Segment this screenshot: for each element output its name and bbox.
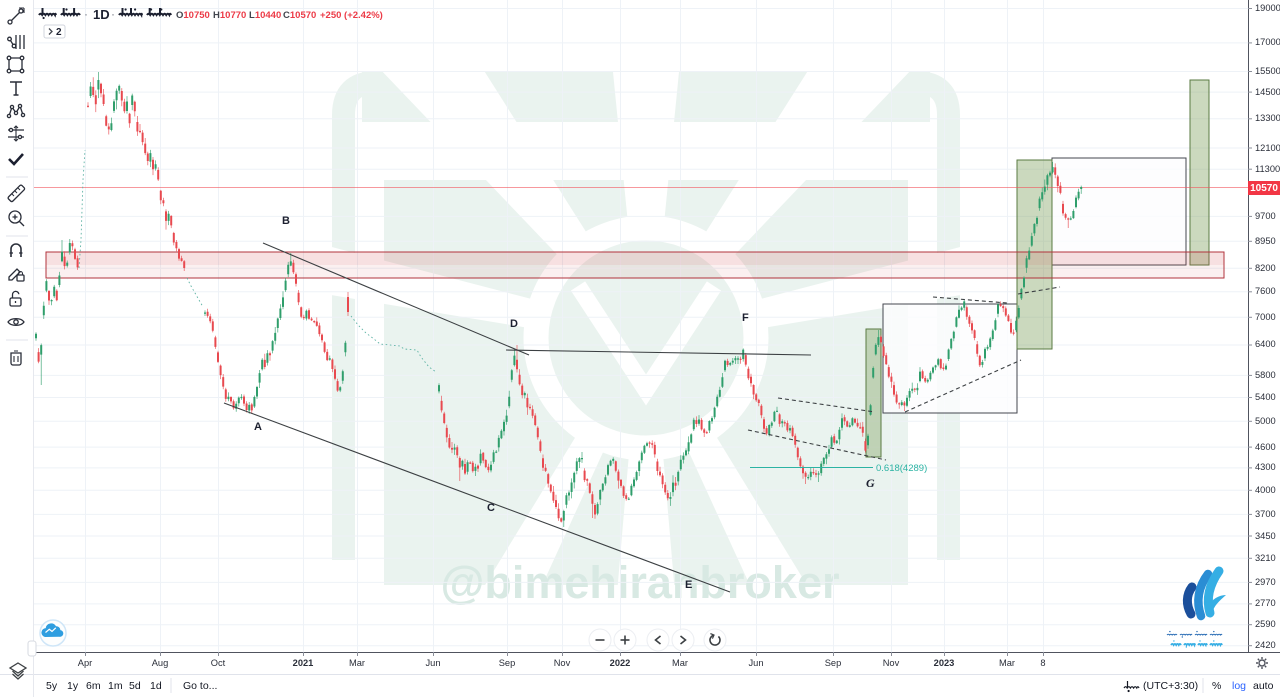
- svg-text:auto: auto: [1253, 680, 1274, 692]
- svg-text:Jun: Jun: [426, 658, 441, 668]
- svg-text:5000: 5000: [1255, 416, 1276, 426]
- svg-text:Mar: Mar: [349, 658, 365, 668]
- svg-text:A: A: [254, 421, 262, 433]
- svg-text:·: ·: [84, 7, 88, 21]
- svg-text:Sep: Sep: [499, 658, 516, 668]
- svg-text:2420: 2420: [1255, 640, 1276, 650]
- svg-text:5800: 5800: [1255, 370, 1276, 380]
- svg-text:O10750: O10750: [176, 10, 210, 21]
- svg-text:E: E: [685, 579, 692, 591]
- svg-text:Go to...: Go to...: [183, 680, 217, 692]
- svg-text:2021: 2021: [293, 658, 314, 668]
- svg-text:G: G: [866, 476, 875, 490]
- svg-text:Mar: Mar: [999, 658, 1015, 668]
- svg-text:9700: 9700: [1255, 211, 1276, 221]
- svg-text:17000: 17000: [1255, 37, 1280, 47]
- svg-text:Aug: Aug: [152, 658, 169, 668]
- svg-text:3450: 3450: [1255, 531, 1276, 541]
- svg-text:Mar: Mar: [672, 658, 688, 668]
- svg-text:5y: 5y: [46, 680, 58, 692]
- svg-text:10570: 10570: [1250, 183, 1278, 194]
- svg-text:8200: 8200: [1255, 263, 1276, 273]
- svg-text:3210: 3210: [1255, 553, 1276, 563]
- svg-text:19000: 19000: [1255, 3, 1280, 13]
- svg-text:log: log: [1232, 680, 1246, 692]
- svg-text:1m: 1m: [108, 680, 123, 692]
- svg-text:15500: 15500: [1255, 66, 1280, 76]
- svg-text:4300: 4300: [1255, 462, 1276, 472]
- svg-text:Jun: Jun: [749, 658, 764, 668]
- svg-text:2: 2: [56, 27, 62, 38]
- svg-text:C: C: [487, 502, 495, 514]
- svg-text:(UTC+3:30): (UTC+3:30): [1143, 680, 1198, 692]
- svg-text:7600: 7600: [1255, 286, 1276, 296]
- svg-text:3700: 3700: [1255, 509, 1276, 519]
- svg-text:2022: 2022: [610, 658, 631, 668]
- svg-text:Nov: Nov: [554, 658, 571, 668]
- svg-text:Sep: Sep: [825, 658, 842, 668]
- svg-text:Oct: Oct: [211, 658, 226, 668]
- svg-text:0.618(4289): 0.618(4289): [876, 463, 927, 474]
- svg-text:6m: 6m: [86, 680, 101, 692]
- svg-text:D: D: [510, 318, 518, 330]
- svg-text:H10770: H10770: [213, 10, 246, 21]
- svg-text:8950: 8950: [1255, 236, 1276, 246]
- svg-text:C10570: C10570: [283, 10, 316, 21]
- svg-text:6400: 6400: [1255, 339, 1276, 349]
- svg-text:B: B: [282, 215, 290, 227]
- svg-text:5d: 5d: [129, 680, 141, 692]
- svg-text:L10440: L10440: [249, 10, 281, 21]
- svg-text:1d: 1d: [150, 680, 162, 692]
- svg-text:1y: 1y: [67, 680, 79, 692]
- svg-text:12100: 12100: [1255, 143, 1280, 153]
- svg-text:11300: 11300: [1255, 164, 1280, 174]
- svg-text:Apr: Apr: [78, 658, 92, 668]
- svg-text:2023: 2023: [934, 658, 955, 668]
- svg-text:14500: 14500: [1255, 87, 1280, 97]
- svg-text:2770: 2770: [1255, 598, 1276, 608]
- svg-text:4000: 4000: [1255, 485, 1276, 495]
- svg-text:·: ·: [111, 7, 115, 21]
- svg-text:1D: 1D: [93, 7, 110, 22]
- svg-text:4600: 4600: [1255, 442, 1276, 452]
- svg-text:8: 8: [1040, 658, 1045, 668]
- svg-text:2970: 2970: [1255, 577, 1276, 587]
- svg-text:%: %: [1212, 680, 1221, 692]
- svg-text:13300: 13300: [1255, 113, 1280, 123]
- svg-text:5400: 5400: [1255, 392, 1276, 402]
- svg-text:F: F: [742, 312, 749, 324]
- svg-text:Nov: Nov: [883, 658, 900, 668]
- svg-text:+250 (+2.42%): +250 (+2.42%): [320, 10, 383, 21]
- svg-text:2590: 2590: [1255, 619, 1276, 629]
- svg-text:7000: 7000: [1255, 312, 1276, 322]
